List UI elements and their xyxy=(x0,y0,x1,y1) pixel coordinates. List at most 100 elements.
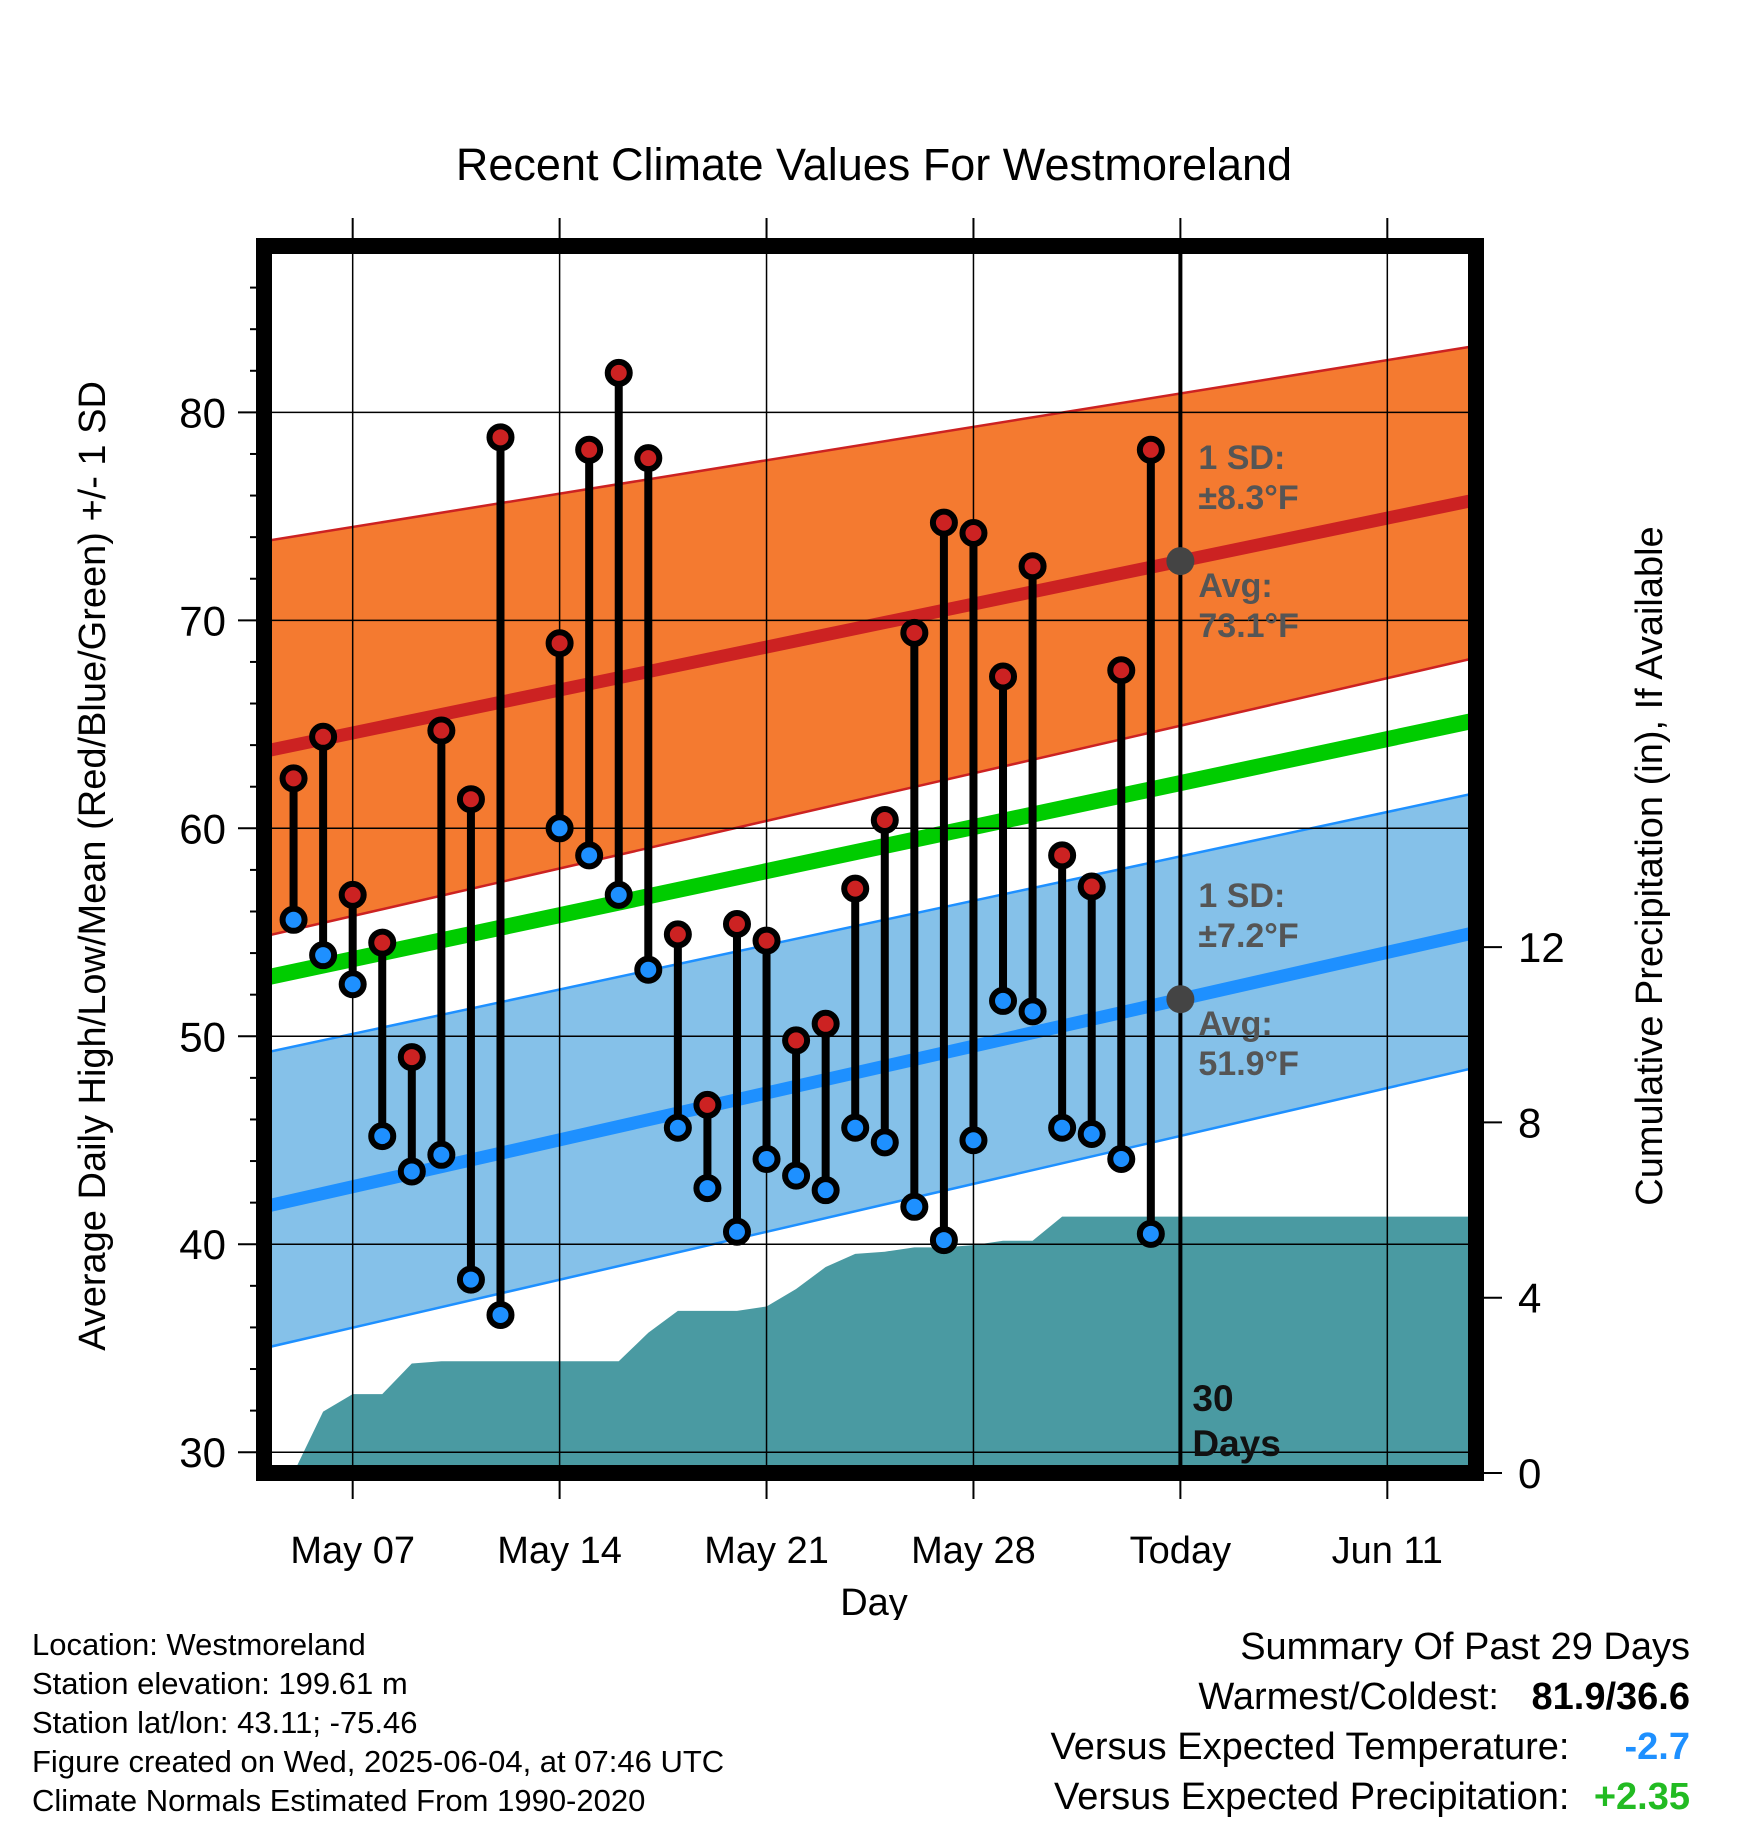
daily-high-marker xyxy=(456,785,485,814)
daily-high-marker xyxy=(989,662,1018,691)
daily-high-marker xyxy=(929,508,958,537)
normal-annotation: 73.1°F xyxy=(1198,607,1299,645)
high-normal-line xyxy=(264,493,1476,758)
daily-low-marker xyxy=(870,1128,899,1157)
daily-high-marker xyxy=(309,722,338,751)
warmest-coldest-value: 81.9/36.6 xyxy=(1531,1676,1690,1718)
y2-tick-label: 8 xyxy=(1518,1099,1541,1146)
x-tick-label: Jun 11 xyxy=(1332,1530,1443,1572)
low-band-lower-edge xyxy=(264,1066,1476,1350)
y2-tick-label: 0 xyxy=(1518,1450,1541,1497)
daily-low-marker xyxy=(1077,1120,1106,1149)
station-info: Location: Westmoreland Station elevation… xyxy=(32,1625,724,1820)
daily-high-marker xyxy=(722,909,751,938)
y2-tick-label: 4 xyxy=(1518,1275,1541,1322)
daily-high-marker xyxy=(870,805,899,834)
daily-high-marker xyxy=(279,764,308,793)
y-tick-label: 60 xyxy=(179,805,226,852)
low-normal-line xyxy=(264,925,1476,1214)
precip-area xyxy=(264,1216,1476,1473)
y2-axis-label: Cumulative Precipitation (in), If Availa… xyxy=(1629,526,1671,1205)
y-tick-label: 40 xyxy=(179,1221,226,1268)
daily-low-marker xyxy=(338,970,367,999)
daily-low-marker xyxy=(1136,1219,1165,1248)
precip-vs-expected-label: Versus Expected Precipitation: xyxy=(1054,1776,1570,1818)
temp-vs-expected-label: Versus Expected Temperature: xyxy=(1050,1726,1570,1768)
y-tick-label: 30 xyxy=(179,1429,226,1476)
daily-high-marker xyxy=(545,629,574,658)
normal-annotation: Avg: xyxy=(1198,1005,1272,1043)
daily-high-marker xyxy=(1018,552,1047,581)
today-low-normal-marker xyxy=(1166,985,1195,1014)
warmest-coldest-row: Warmest/Coldest: 81.9/36.6 xyxy=(1051,1672,1690,1722)
x-axis-label: Day xyxy=(840,1582,908,1620)
normal-annotation: 1 SD: xyxy=(1198,877,1285,915)
high-band-upper-edge xyxy=(264,344,1476,543)
y-tick-label: 50 xyxy=(179,1013,226,1060)
daily-low-marker xyxy=(1018,997,1047,1026)
precip-vs-expected-row: Versus Expected Precipitation: +2.35 xyxy=(1051,1772,1690,1822)
climate-chart: Recent Climate Values For Westmoreland 1… xyxy=(72,139,1671,1620)
y-axis-label: Average Daily High/Low/Mean (Red/Blue/Gr… xyxy=(72,381,114,1351)
daily-high-marker xyxy=(1077,872,1106,901)
daily-low-marker xyxy=(900,1192,929,1221)
daily-high-marker xyxy=(575,435,604,464)
daily-high-marker xyxy=(486,423,515,452)
plot-frame xyxy=(256,238,1484,1481)
daily-high-marker xyxy=(604,358,633,387)
daily-high-marker xyxy=(752,926,781,955)
daily-low-marker xyxy=(545,814,574,843)
high-band-lower-edge xyxy=(264,656,1476,938)
daily-low-marker xyxy=(1048,1113,1077,1142)
x-tick-label: May 28 xyxy=(911,1530,1036,1572)
daily-low-marker xyxy=(929,1226,958,1255)
daily-high-marker xyxy=(693,1090,722,1119)
daily-low-marker xyxy=(279,905,308,934)
daily-low-marker xyxy=(782,1161,811,1190)
daily-low-marker xyxy=(722,1217,751,1246)
daily-high-marker xyxy=(900,618,929,647)
daily-low-marker xyxy=(989,986,1018,1015)
daily-low-marker xyxy=(486,1300,515,1329)
daily-low-marker xyxy=(1107,1144,1136,1173)
x-tick-label: May 07 xyxy=(290,1530,415,1572)
normal-annotation: ±8.3°F xyxy=(1198,479,1298,517)
x-tick-label: May 21 xyxy=(704,1530,829,1572)
precip-vs-expected-value: +2.35 xyxy=(1593,1776,1690,1818)
daily-high-marker xyxy=(663,920,692,949)
summary-panel: Summary Of Past 29 Days Warmest/Coldest:… xyxy=(1051,1622,1690,1822)
daily-low-marker xyxy=(634,955,663,984)
daily-low-marker xyxy=(397,1157,426,1186)
x-tick-label: May 14 xyxy=(497,1530,622,1572)
daily-low-marker xyxy=(309,941,338,970)
daily-high-marker xyxy=(397,1043,426,1072)
normal-annotation: 51.9°F xyxy=(1198,1045,1299,1083)
daily-high-marker xyxy=(811,1009,840,1038)
today-days-label: Days xyxy=(1192,1423,1280,1464)
mean-normal-line xyxy=(264,712,1476,986)
y-tick-label: 70 xyxy=(179,597,226,644)
x-tick-label: Today xyxy=(1130,1530,1231,1572)
warmest-coldest-label: Warmest/Coldest: xyxy=(1198,1676,1499,1718)
normals-text: Climate Normals Estimated From 1990-2020 xyxy=(32,1783,646,1818)
today-days-label: 30 xyxy=(1192,1378,1233,1419)
daily-low-marker xyxy=(811,1176,840,1205)
today-high-normal-marker xyxy=(1166,547,1195,576)
latlon-text: Station lat/lon: 43.11; -75.46 xyxy=(32,1705,418,1740)
daily-high-marker xyxy=(368,928,397,957)
daily-low-marker xyxy=(575,841,604,870)
temp-vs-expected-value: -2.7 xyxy=(1624,1726,1690,1768)
normal-annotation: 1 SD: xyxy=(1198,439,1285,477)
daily-low-marker xyxy=(841,1113,870,1142)
chart-title: Recent Climate Values For Westmoreland xyxy=(456,139,1292,190)
daily-low-marker xyxy=(427,1140,456,1169)
normal-annotation: Avg: xyxy=(1198,567,1272,605)
daily-high-marker xyxy=(1048,841,1077,870)
location-text: Location: Westmoreland xyxy=(32,1627,366,1662)
daily-high-marker xyxy=(1107,656,1136,685)
daily-low-marker xyxy=(456,1265,485,1294)
y2-tick-label: 12 xyxy=(1518,924,1565,971)
daily-high-marker xyxy=(634,444,663,473)
